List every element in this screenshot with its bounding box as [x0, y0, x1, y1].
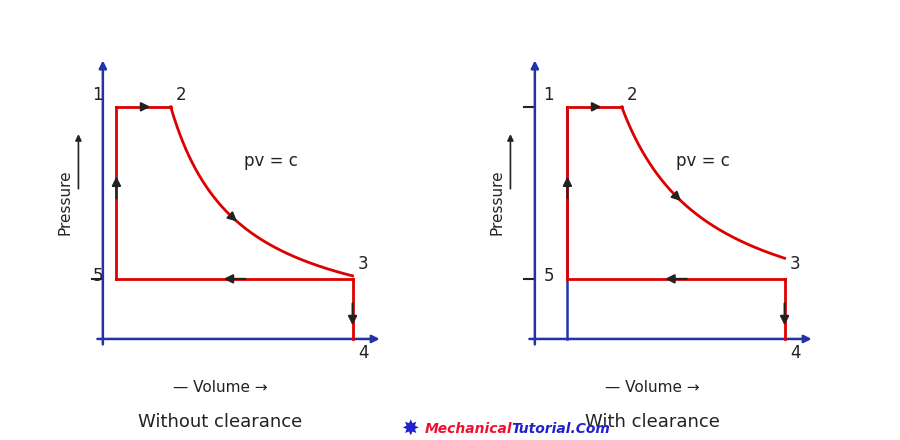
- Text: Mechanical: Mechanical: [425, 422, 512, 436]
- Text: 5: 5: [93, 267, 103, 285]
- Text: Without clearance: Without clearance: [139, 414, 302, 431]
- Text: 4: 4: [790, 345, 800, 363]
- Text: 1: 1: [544, 86, 554, 104]
- Text: 5: 5: [544, 267, 554, 285]
- Text: With clearance: With clearance: [585, 414, 720, 431]
- Text: 3: 3: [790, 255, 801, 273]
- Text: 4: 4: [358, 345, 368, 363]
- Text: Pressure: Pressure: [490, 169, 504, 235]
- Text: pv = c: pv = c: [244, 152, 298, 170]
- Text: — Volume →: — Volume →: [173, 380, 268, 395]
- Text: ✸: ✸: [400, 419, 418, 439]
- Text: pv = c: pv = c: [676, 152, 730, 170]
- Text: Pressure: Pressure: [58, 169, 72, 235]
- Text: 2: 2: [627, 86, 638, 104]
- Text: 3: 3: [358, 255, 369, 273]
- Text: — Volume →: — Volume →: [605, 380, 700, 395]
- Text: 2: 2: [176, 86, 187, 104]
- Text: Tutorial.Com: Tutorial.Com: [511, 422, 610, 436]
- Text: 1: 1: [92, 86, 103, 104]
